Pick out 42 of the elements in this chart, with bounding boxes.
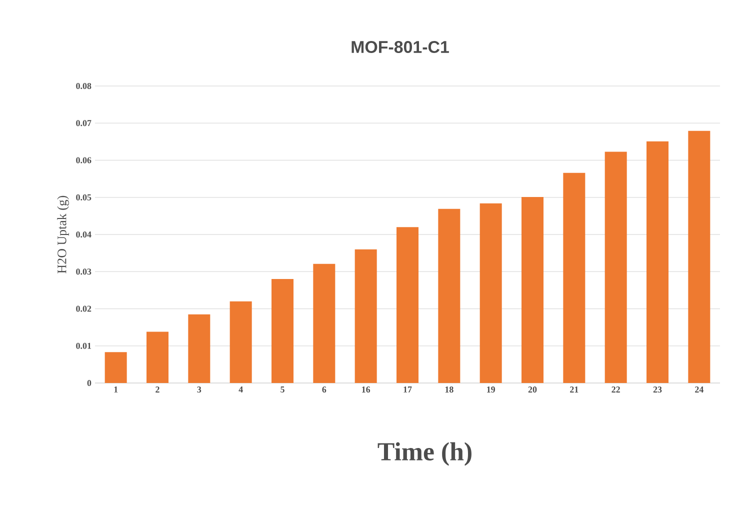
x-tick-label: 16 [362,386,370,393]
x-tick-label: 3 [197,386,202,393]
bar [522,197,544,383]
x-tick-label: 18 [445,386,454,393]
bar [604,152,627,383]
x-tick-label: 21 [570,386,578,392]
bar [688,130,710,383]
y-tick-label: 0.02 [76,306,92,312]
y-tick-label: 0.03 [76,268,92,275]
y-tick-label: 0.04 [76,231,92,238]
x-tick-label: 4 [238,386,243,392]
bar [354,249,377,383]
x-tick-label: 1 [114,386,118,392]
y-tick-label: 0.01 [76,342,92,349]
y-axis-title: H2O Uptak (g) [57,196,69,274]
bar [272,279,294,383]
x-tick-label: 17 [404,386,412,392]
y-tick-label: 0.07 [76,120,92,126]
bar [438,208,460,383]
x-tick-label: 2 [156,386,160,392]
bar [646,141,669,383]
bar [313,264,336,383]
bar [188,314,210,383]
x-tick-label: 5 [280,386,284,392]
bar [146,332,168,383]
y-tick-label: 0 [87,380,92,386]
x-tick-label: 20 [528,386,537,393]
x-tick-label: 19 [487,386,495,393]
x-tick-label: 22 [612,386,620,392]
bar [396,227,419,383]
bar [104,352,127,383]
x-tick-label: 23 [653,386,662,393]
bar [230,301,252,383]
bar [563,172,586,383]
y-tick-label: 0.06 [76,157,92,164]
x-tick-label: 6 [322,386,326,393]
x-axis-title: Time (h) [378,442,472,466]
y-tick-label: 0.08 [76,82,92,90]
chart-title: MOF-801-C1 [352,40,449,53]
y-tick-label: 0.05 [76,194,92,200]
bar [480,203,502,383]
x-tick-label: 24 [695,386,704,392]
